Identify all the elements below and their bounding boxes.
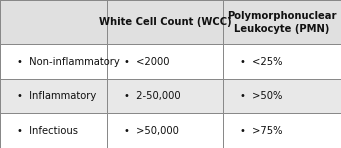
- Text: •  <25%: • <25%: [240, 57, 283, 67]
- Text: •  <2000: • <2000: [124, 57, 170, 67]
- Bar: [223, 44, 341, 79]
- Text: •  2-50,000: • 2-50,000: [124, 91, 181, 101]
- Bar: [107, 79, 223, 113]
- Text: •  Non-inflammatory: • Non-inflammatory: [17, 57, 120, 67]
- Bar: [223, 79, 341, 113]
- Bar: [0, 0, 107, 44]
- Text: •  Inflammatory: • Inflammatory: [17, 91, 96, 101]
- Bar: [0, 79, 107, 113]
- Bar: [0, 113, 107, 148]
- Bar: [0, 44, 107, 79]
- Bar: [223, 0, 341, 44]
- Text: •  >75%: • >75%: [240, 126, 283, 136]
- Bar: [107, 113, 223, 148]
- Text: •  >50%: • >50%: [240, 91, 283, 101]
- Text: White Cell Count (WCC): White Cell Count (WCC): [99, 17, 232, 27]
- Text: Polymorphonuclear
Leukocyte (PMN): Polymorphonuclear Leukocyte (PMN): [227, 11, 337, 34]
- Bar: [107, 44, 223, 79]
- Bar: [107, 0, 223, 44]
- Text: •  >50,000: • >50,000: [124, 126, 179, 136]
- Bar: [223, 113, 341, 148]
- Text: •  Infectious: • Infectious: [17, 126, 78, 136]
